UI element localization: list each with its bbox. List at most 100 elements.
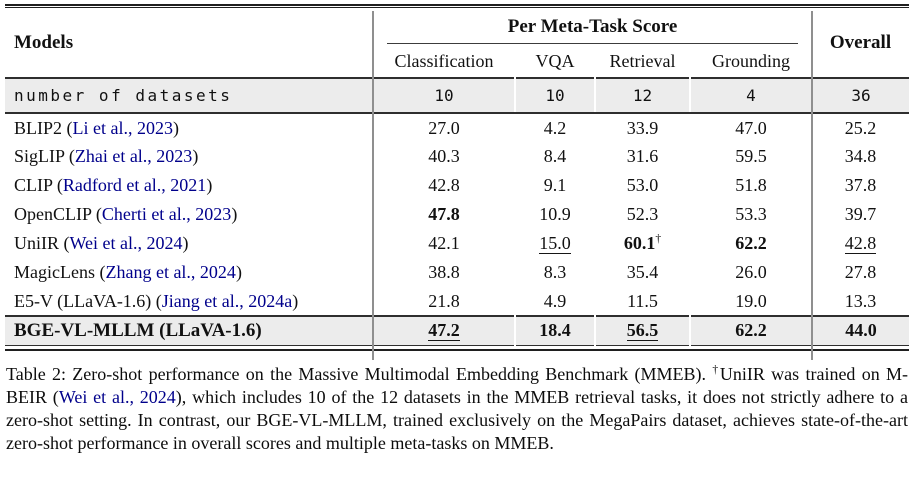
score-value: 31.6 xyxy=(626,146,659,166)
column-group-per-meta-task-score: Per Meta-Task Score xyxy=(373,8,812,45)
score-value: 47.8 xyxy=(428,204,460,224)
score-value: 62.2 xyxy=(735,320,767,341)
model-name-cell: OpenCLIP (Cherti et al., 2023) xyxy=(5,200,373,229)
table-row: MagicLens (Zhang et al., 2024) 38.8 8.3 35.… xyxy=(5,258,909,287)
score-cell: 53.0 xyxy=(595,171,690,200)
citation-link[interactable]: Zhang et al., 2024 xyxy=(105,262,236,282)
datasets-count-vqa: 10 xyxy=(514,77,596,114)
score-value: 8.3 xyxy=(543,262,567,282)
score-value: 4.9 xyxy=(543,290,567,311)
score-cell: 44.0 xyxy=(811,315,909,346)
score-value: 9.1 xyxy=(543,175,567,195)
score-cell: 35.4 xyxy=(595,258,690,287)
score-cell: 42.8 xyxy=(373,171,515,200)
score-cell: 47.8 xyxy=(373,200,515,229)
score-cell: 27.0 xyxy=(373,113,515,142)
model-name-cell: MagicLens (Zhang et al., 2024) xyxy=(5,258,373,287)
score-cell: 15.0 xyxy=(515,229,595,258)
model-label: CLIP ( xyxy=(14,175,63,195)
score-cell: 62.2 xyxy=(689,315,813,346)
column-header-classification: Classification xyxy=(394,50,494,71)
score-cell: 25.2 xyxy=(812,113,909,142)
dagger-footnote-marker: † xyxy=(712,363,720,376)
score-cell: 60.1† xyxy=(595,229,690,258)
model-name-cell: BLIP2 (Li et al., 2023) xyxy=(5,113,373,142)
score-cell: 38.8 xyxy=(373,258,515,287)
score-cell: 18.4 xyxy=(514,315,596,346)
model-name-cell: E5-V (LLaVA-1.6) (Jiang et al., 2024a) xyxy=(5,287,373,316)
model-label: SigLIP ( xyxy=(14,146,75,166)
citation-link[interactable]: Wei et al., 2024 xyxy=(69,233,183,253)
score-cell: 40.3 xyxy=(373,142,515,171)
score-value: 25.2 xyxy=(844,117,877,138)
score-cell: 9.1 xyxy=(515,171,595,200)
table-bottom-rule xyxy=(5,348,909,351)
table-row: BLIP2 (Li et al., 2023) 27.0 4.2 33.9 47.0 25… xyxy=(5,113,909,142)
score-cell: 27.8 xyxy=(812,258,909,287)
score-cell: 4.2 xyxy=(515,113,595,142)
score-cell: 8.4 xyxy=(515,142,595,171)
citation-link[interactable]: Wei et al., 2024 xyxy=(58,386,176,407)
citation-link[interactable]: Cherti et al., 2023 xyxy=(101,204,232,224)
model-label: E5-V (LLaVA-1.6) ( xyxy=(14,290,162,311)
score-value: 59.5 xyxy=(735,146,767,166)
score-cell: 8.3 xyxy=(515,258,595,287)
score-value: 62.2 xyxy=(735,233,767,253)
model-name-cell: UniIR (Wei et al., 2024) xyxy=(5,229,373,258)
score-cell: 53.3 xyxy=(690,200,812,229)
model-name-cell: CLIP (Radford et al., 2021) xyxy=(5,171,373,200)
header-row-columns: Classification VQA Retrieval Grounding xyxy=(5,45,909,78)
datasets-count-overall: 36 xyxy=(811,77,909,114)
score-value: 44.0 xyxy=(845,320,877,341)
score-cell: 47.2 xyxy=(372,315,516,346)
score-value: 53.0 xyxy=(626,175,659,195)
datasets-count-row: number of datasets 10 10 12 4 36 xyxy=(5,77,909,114)
vertical-rule-overall xyxy=(811,11,813,360)
score-cell: 26.0 xyxy=(690,258,812,287)
score-value: 39.7 xyxy=(844,204,877,224)
score-value: 51.8 xyxy=(735,175,767,195)
column-header-overall: Overall xyxy=(829,31,892,53)
score-value: 42.1 xyxy=(428,233,460,253)
table-row: SigLIP (Zhai et al., 2023) 40.3 8.4 31.6 59.… xyxy=(5,142,909,171)
score-value: 4.2 xyxy=(543,117,567,138)
model-label-close-paren: ) xyxy=(192,146,199,166)
model-label-close-paren: ) xyxy=(172,117,179,138)
citation-link[interactable]: Li et al., 2023 xyxy=(72,117,173,138)
score-cell: 33.9 xyxy=(595,113,690,142)
table-row-ours: BGE-VL-MLLM (LLaVA-1.6) 47.2 18.4 56.5 62.2 4… xyxy=(5,315,909,346)
score-value: 8.4 xyxy=(543,146,567,166)
table-row: UniIR (Wei et al., 2024) 42.1 15.0 60.1† 62.… xyxy=(5,229,909,258)
score-value: 47.0 xyxy=(735,117,767,138)
citation-link[interactable]: Radford et al., 2021 xyxy=(62,175,207,195)
table-row: E5-V (LLaVA-1.6) (Jiang et al., 2024a) 21… xyxy=(5,287,909,316)
score-cell: 51.8 xyxy=(690,171,812,200)
score-cell: 56.5 xyxy=(594,315,691,346)
model-rows: BLIP2 (Li et al., 2023) 27.0 4.2 33.9 47.0 25… xyxy=(5,113,909,346)
citation-link[interactable]: Zhai et al., 2023 xyxy=(74,146,193,166)
score-cell: 59.5 xyxy=(690,142,812,171)
vertical-rule-models xyxy=(372,11,374,360)
column-header-models: Models xyxy=(14,31,74,53)
table-top-rule xyxy=(5,4,909,8)
caption: Table 2: Zero-shot performance on the Ma… xyxy=(6,363,908,455)
citation-link[interactable]: Jiang et al., 2024a xyxy=(161,290,293,311)
results-table: Models Per Meta-Task Score Overall Class… xyxy=(5,8,909,346)
model-label: OpenCLIP ( xyxy=(14,204,102,224)
score-value: 42.8 xyxy=(428,175,460,195)
score-value: 42.8 xyxy=(844,233,877,254)
score-cell: 21.8 xyxy=(373,287,515,316)
header-row-groups: Models Per Meta-Task Score Overall xyxy=(5,8,909,53)
score-cell: 19.0 xyxy=(690,287,812,316)
caption-text: UniIR was trained on M-BEIR ( xyxy=(6,363,909,407)
score-value: 26.0 xyxy=(735,262,767,282)
score-cell: 52.3 xyxy=(595,200,690,229)
model-label-close-paren: ) xyxy=(235,262,242,282)
score-cell: 11.5 xyxy=(595,287,690,316)
score-value: 19.0 xyxy=(735,290,767,311)
score-value: 56.5 xyxy=(626,320,659,342)
score-value: 21.8 xyxy=(428,290,460,311)
model-label-close-paren: ) xyxy=(206,175,213,195)
table-row: OpenCLIP (Cherti et al., 2023) 47.8 10.9 52… xyxy=(5,200,909,229)
score-value: 11.5 xyxy=(627,290,658,311)
